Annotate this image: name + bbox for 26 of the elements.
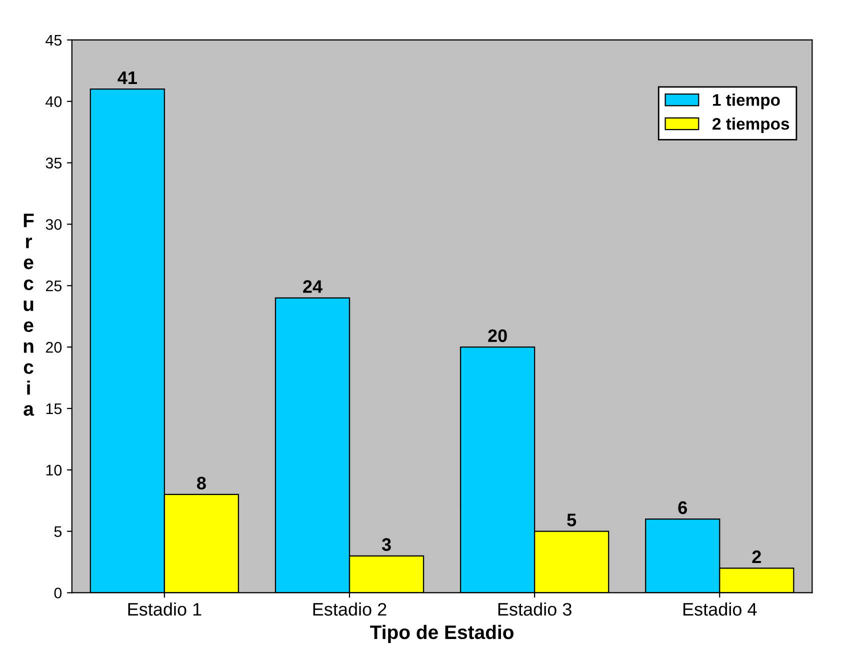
y-tick-label: 25 [46, 280, 62, 292]
x-tick-label: Estadio 2 [313, 602, 386, 616]
legend-label: 1 tiempo [713, 94, 780, 110]
data-label: 2 [752, 550, 761, 564]
data-label: 41 [118, 72, 137, 84]
y-tick-label: 0 [54, 588, 62, 598]
y-tick-label: 45 [46, 34, 62, 46]
data-label: 5 [567, 514, 576, 526]
data-label: 3 [382, 538, 391, 551]
data-label: 24 [303, 280, 322, 293]
y-tick-label: 15 [46, 404, 62, 414]
y-tick-label: 35 [46, 158, 62, 168]
x-tick-label: Estadio 4 [683, 602, 757, 616]
y-tick-label: 20 [46, 342, 62, 353]
data-label: 8 [197, 476, 206, 490]
text: Frecuencia [24, 214, 34, 416]
x-axis-title: Tipo de Estadio [370, 624, 514, 643]
y-tick-label: 30 [46, 219, 62, 230]
y-tick-label: 10 [46, 464, 62, 476]
x-tick-label: Estadio 1 [128, 602, 202, 616]
x-tick-label: Estadio 3 [498, 602, 572, 616]
data-label: 6 [678, 501, 687, 514]
legend-label: 2 tiempos [712, 118, 790, 134]
y-tick-label: 5 [54, 526, 62, 538]
y-tick-label: 40 [46, 96, 62, 108]
data-label: 20 [488, 329, 507, 342]
